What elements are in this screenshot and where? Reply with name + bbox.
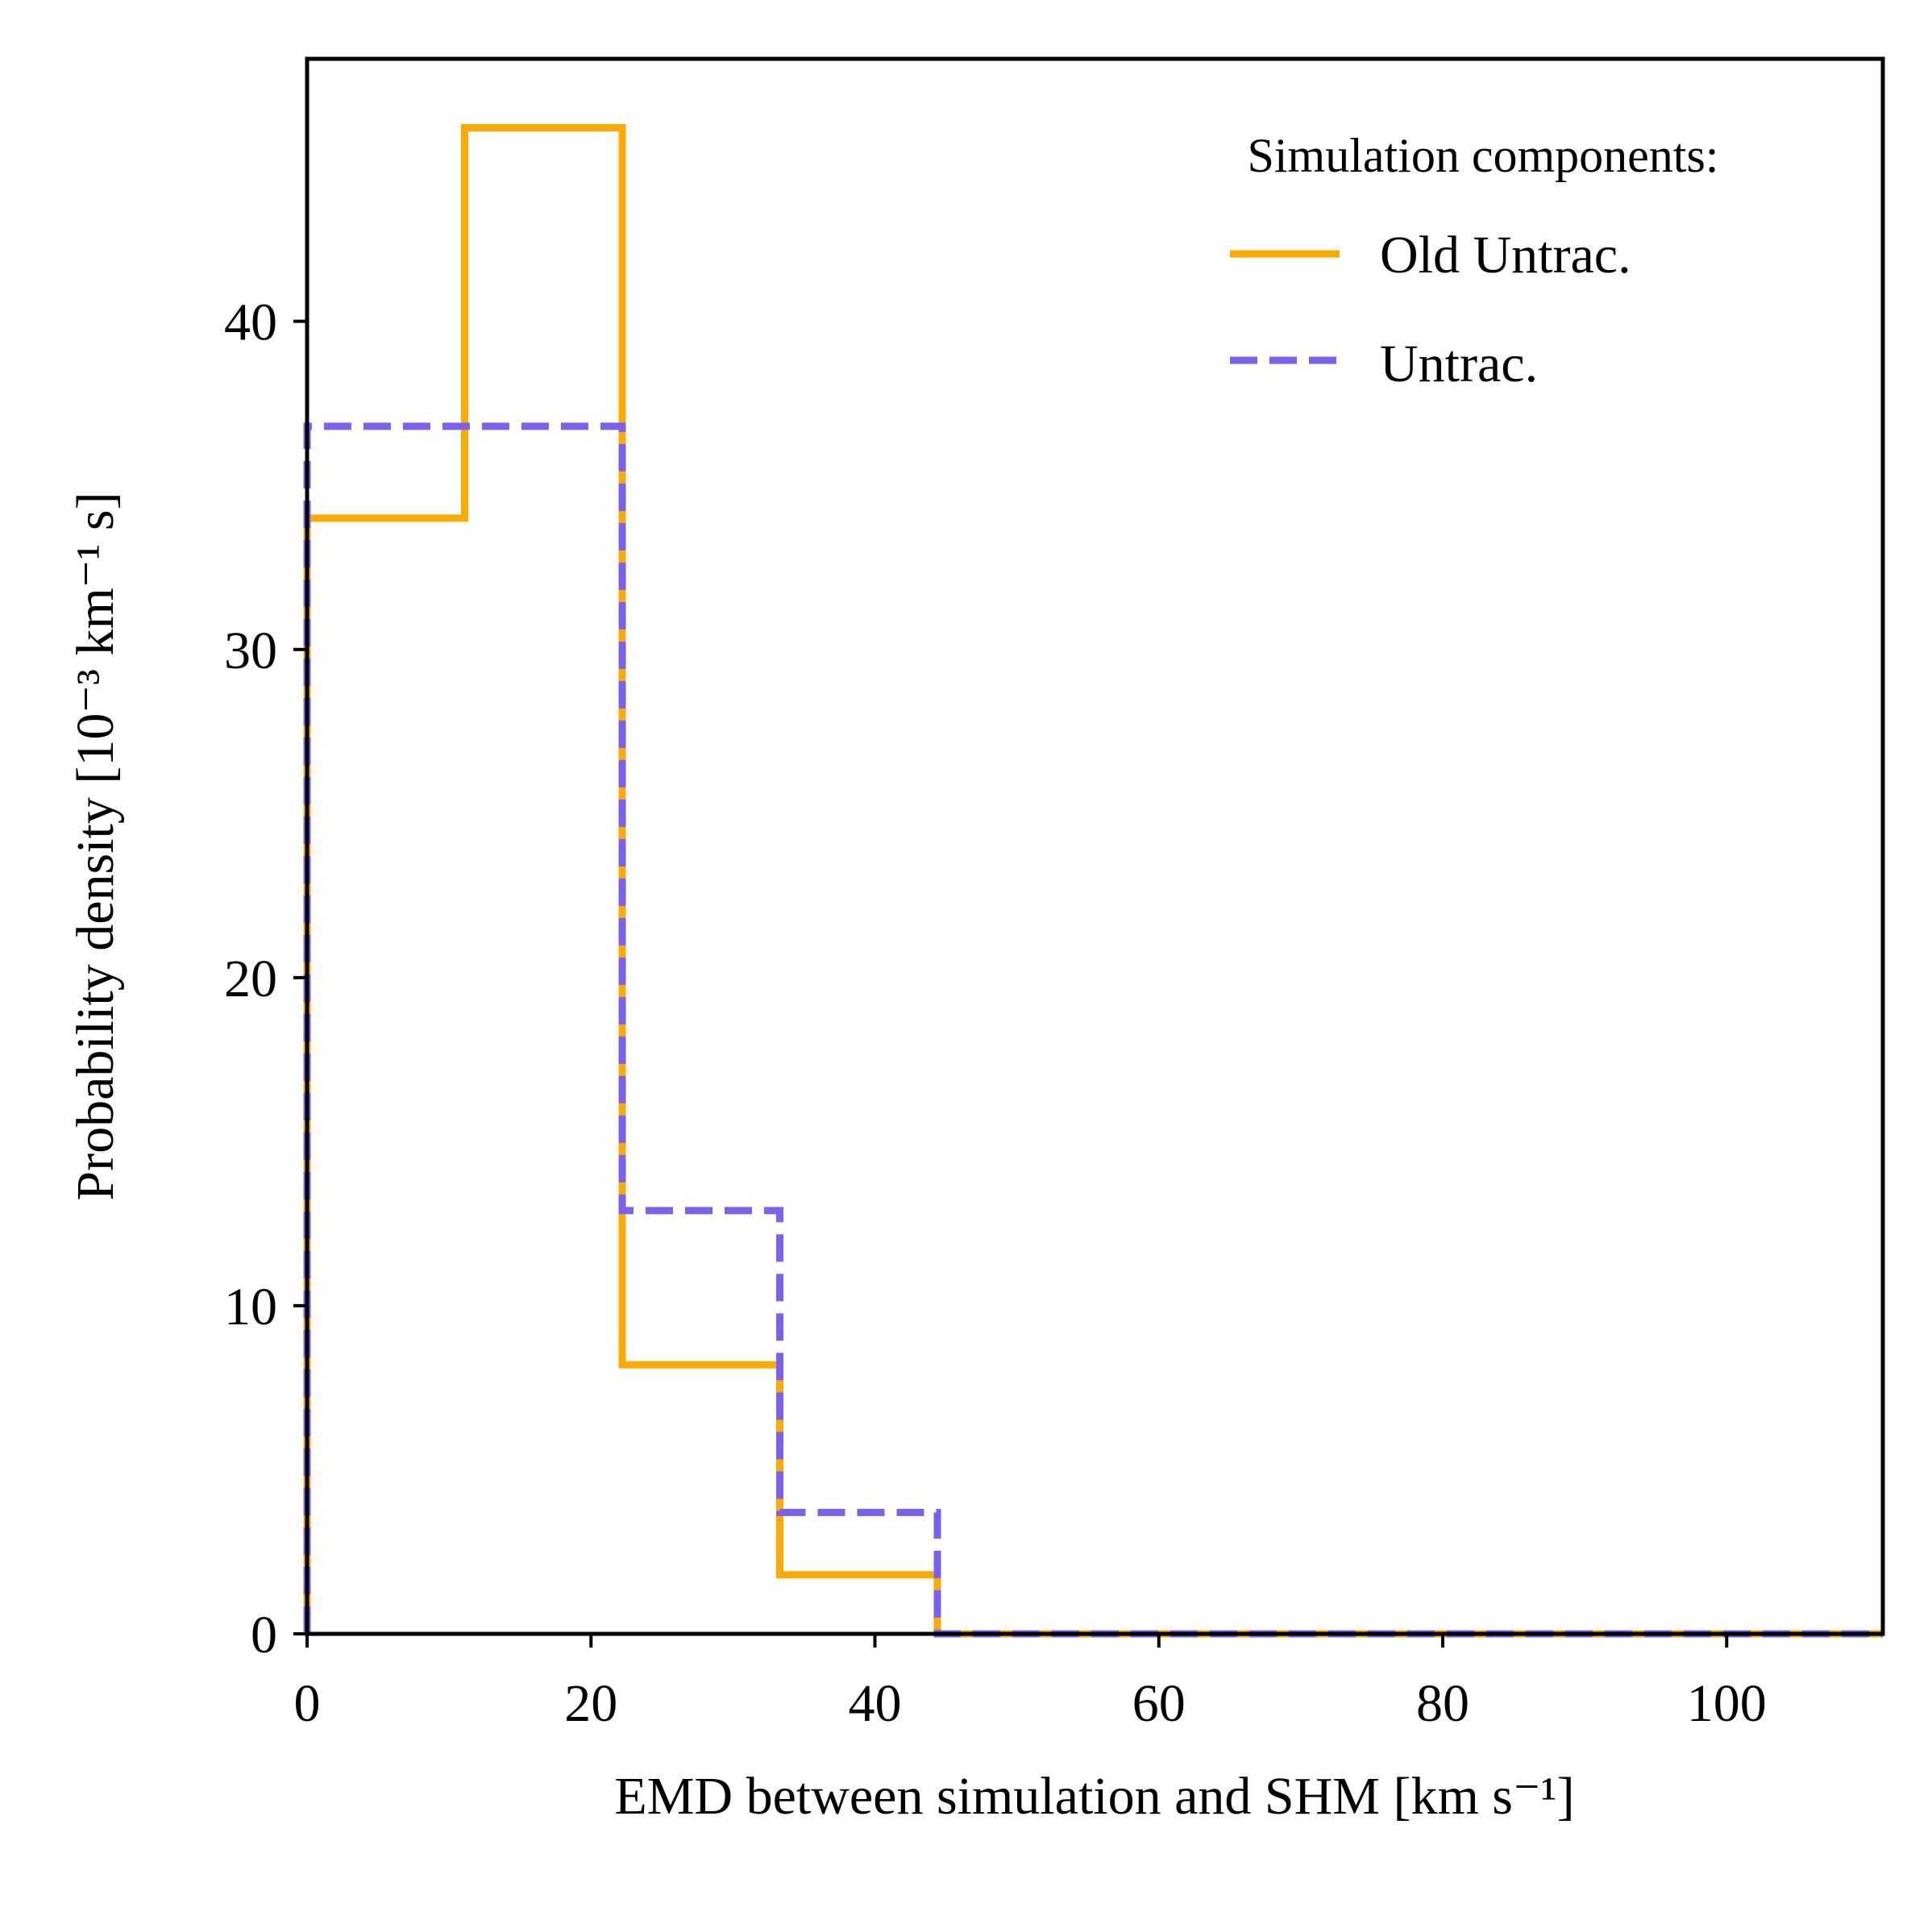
x-tick-label: 0 [294, 1674, 321, 1733]
y-axis-ticks: 0 10 20 30 40 [224, 293, 307, 1664]
x-axis-ticks: 0 20 40 60 80 100 [294, 1634, 1767, 1733]
plot-frame [305, 56, 1885, 1636]
x-tick-label: 100 [1687, 1674, 1767, 1733]
x-tick-label: 20 [564, 1674, 617, 1733]
y-axis-label: Probability density [10⁻³ km⁻¹ s] [66, 492, 125, 1200]
y-tick-label: 20 [224, 950, 277, 1008]
x-axis-label: EMD between simulation and SHM [km s⁻¹] [614, 1767, 1574, 1826]
legend: Simulation components: Old Untrac. Untra… [1230, 129, 1718, 393]
legend-label-old-untrac: Old Untrac. [1380, 226, 1631, 285]
series-untrac-step [303, 422, 1883, 1638]
y-tick-label: 10 [224, 1278, 277, 1336]
legend-title: Simulation components: [1248, 129, 1719, 182]
x-tick-label: 60 [1132, 1674, 1186, 1733]
x-tick-label: 40 [849, 1674, 902, 1733]
y-tick-label: 30 [224, 621, 277, 680]
x-tick-label: 80 [1416, 1674, 1469, 1733]
y-tick-label: 0 [251, 1606, 277, 1664]
legend-label-untrac: Untrac. [1380, 335, 1538, 393]
y-tick-label: 40 [224, 293, 277, 352]
